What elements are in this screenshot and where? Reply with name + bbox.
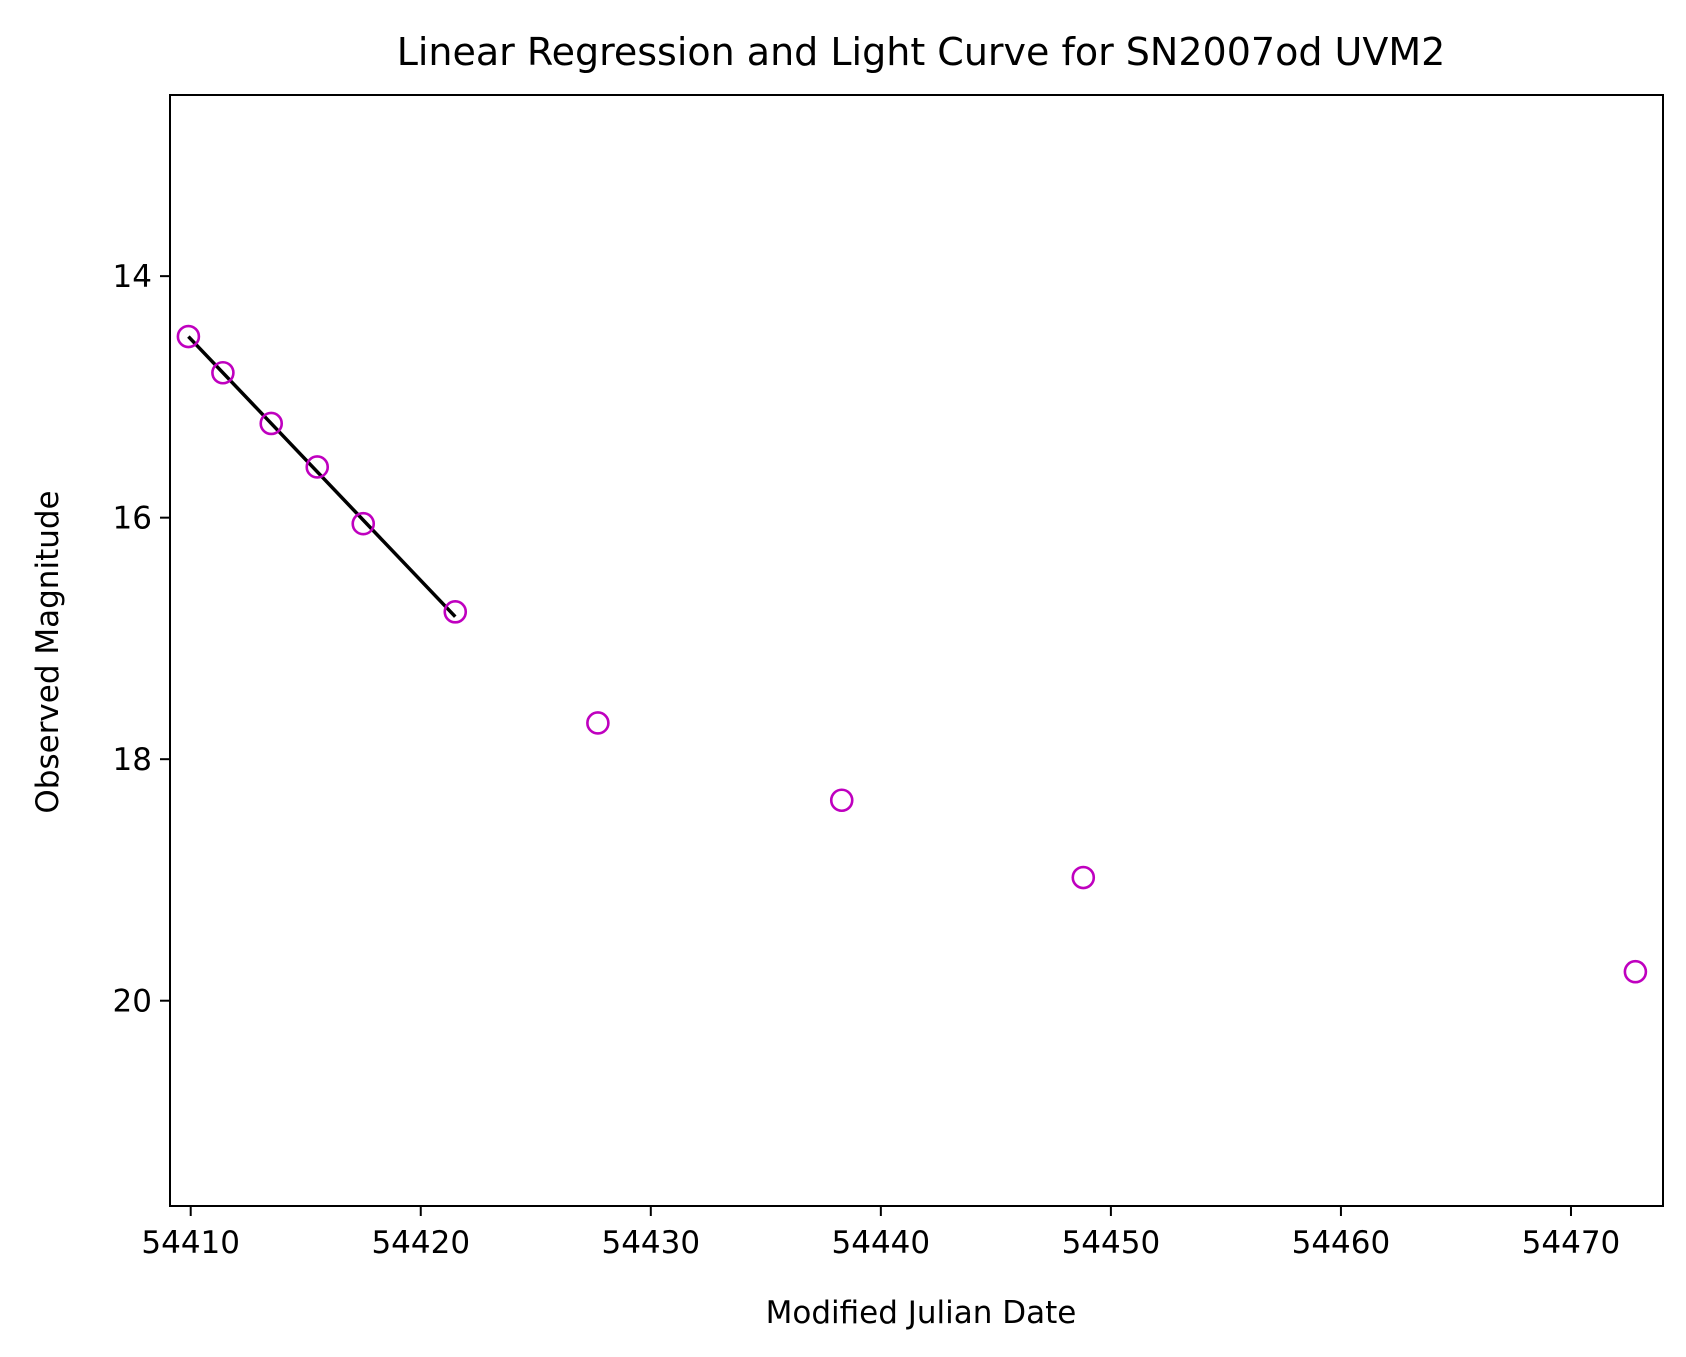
data-point — [1071, 865, 1096, 890]
y-axis-ticks: 14 16 18 20 — [113, 259, 170, 1020]
data-point — [443, 600, 468, 624]
data-point — [176, 324, 201, 349]
data-point — [586, 711, 610, 735]
x-tick-label: 54420 — [371, 1225, 470, 1261]
data-point — [829, 788, 854, 813]
y-tick-label: 14 — [113, 259, 152, 295]
y-axis-label: Observed Magnitude — [30, 490, 66, 813]
x-axis-ticks: 54410 54420 54430 54440 54450 54460 54470 — [141, 1206, 1620, 1261]
x-axis-label: Modified Julian Date — [766, 1295, 1077, 1331]
x-tick-label: 54440 — [832, 1225, 931, 1261]
axes-frame — [169, 94, 1664, 1207]
x-tick-label: 54430 — [601, 1225, 700, 1261]
x-tick-label: 54450 — [1062, 1225, 1161, 1261]
data-point — [351, 511, 376, 536]
chart-title: Linear Regression and Light Curve for SN… — [397, 30, 1446, 74]
x-tick-label: 54470 — [1522, 1225, 1621, 1261]
y-tick-label: 18 — [113, 742, 152, 778]
data-points-layer — [176, 324, 1648, 984]
data-point — [259, 411, 284, 436]
x-tick-label: 54460 — [1292, 1225, 1391, 1261]
data-point — [305, 455, 330, 479]
y-tick-label: 20 — [113, 984, 152, 1020]
data-point — [211, 360, 235, 385]
y-tick-label: 16 — [113, 501, 152, 537]
data-point — [1623, 959, 1648, 984]
x-tick-label: 54410 — [141, 1225, 240, 1261]
